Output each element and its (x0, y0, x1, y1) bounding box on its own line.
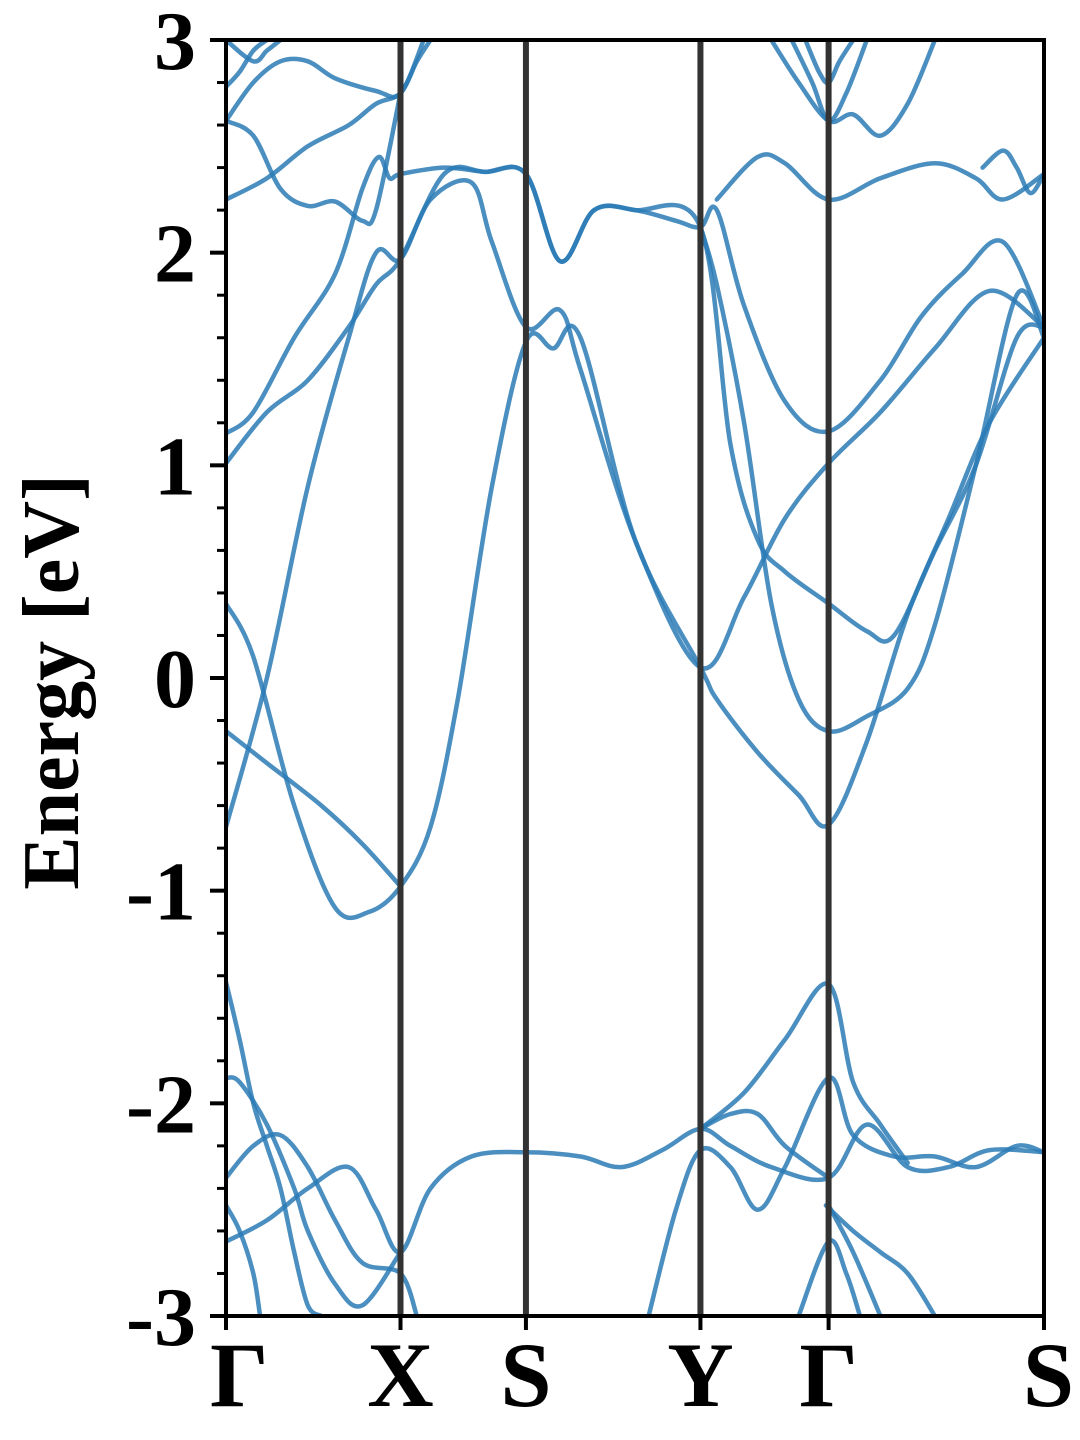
x-tick-label: S (500, 1324, 551, 1426)
band-line-24 (698, 981, 910, 1166)
x-tick-label: Γ (799, 1324, 858, 1426)
band-line-25 (823, 1203, 938, 1316)
y-tick-label: -1 (126, 846, 196, 939)
band-lines (226, 40, 1044, 1316)
x-tick-label: Y (667, 1324, 733, 1426)
y-tick-label: 0 (154, 633, 196, 726)
y-tick-label: -3 (126, 1271, 196, 1364)
band-line-16 (980, 148, 1044, 196)
y-tick-label: 3 (154, 0, 196, 88)
band-line-18 (226, 1075, 403, 1309)
y-tick-label: 2 (154, 208, 196, 301)
band-line-2 (226, 323, 1044, 921)
x-tick-label: S (1023, 1324, 1074, 1426)
band-line-8 (226, 90, 403, 227)
band-line-3 (226, 728, 403, 889)
band-line-6 (698, 224, 1044, 734)
band-line-12 (714, 152, 1044, 202)
y-axis-label: Energy [eV] (8, 474, 96, 889)
y-minor-ticks (217, 81, 226, 1275)
band-line-9 (226, 40, 426, 124)
band-line-26 (796, 1238, 863, 1316)
band-line-22 (646, 1075, 1044, 1316)
band-line-20 (226, 1203, 263, 1316)
band-line-5 (226, 164, 1044, 644)
band-line-1 (226, 178, 1044, 830)
band-line-17 (226, 979, 324, 1316)
band-line-13 (769, 40, 938, 138)
band-line-23 (698, 1108, 831, 1181)
band-line-4 (226, 154, 1044, 436)
y-tick-label: 1 (154, 420, 196, 513)
y-tick-label: -2 (126, 1058, 196, 1151)
band-line-27 (826, 1203, 883, 1316)
x-tick-label: X (367, 1324, 433, 1426)
high-symmetry-lines (397, 40, 832, 1316)
band-line-11 (226, 40, 283, 64)
band-line-10 (226, 40, 270, 90)
band-line-21 (226, 1122, 1044, 1255)
x-tick-label: Γ (210, 1324, 269, 1426)
y-axis-ticks: 3 2 1 0 -1 -2 -3 (126, 0, 226, 1364)
